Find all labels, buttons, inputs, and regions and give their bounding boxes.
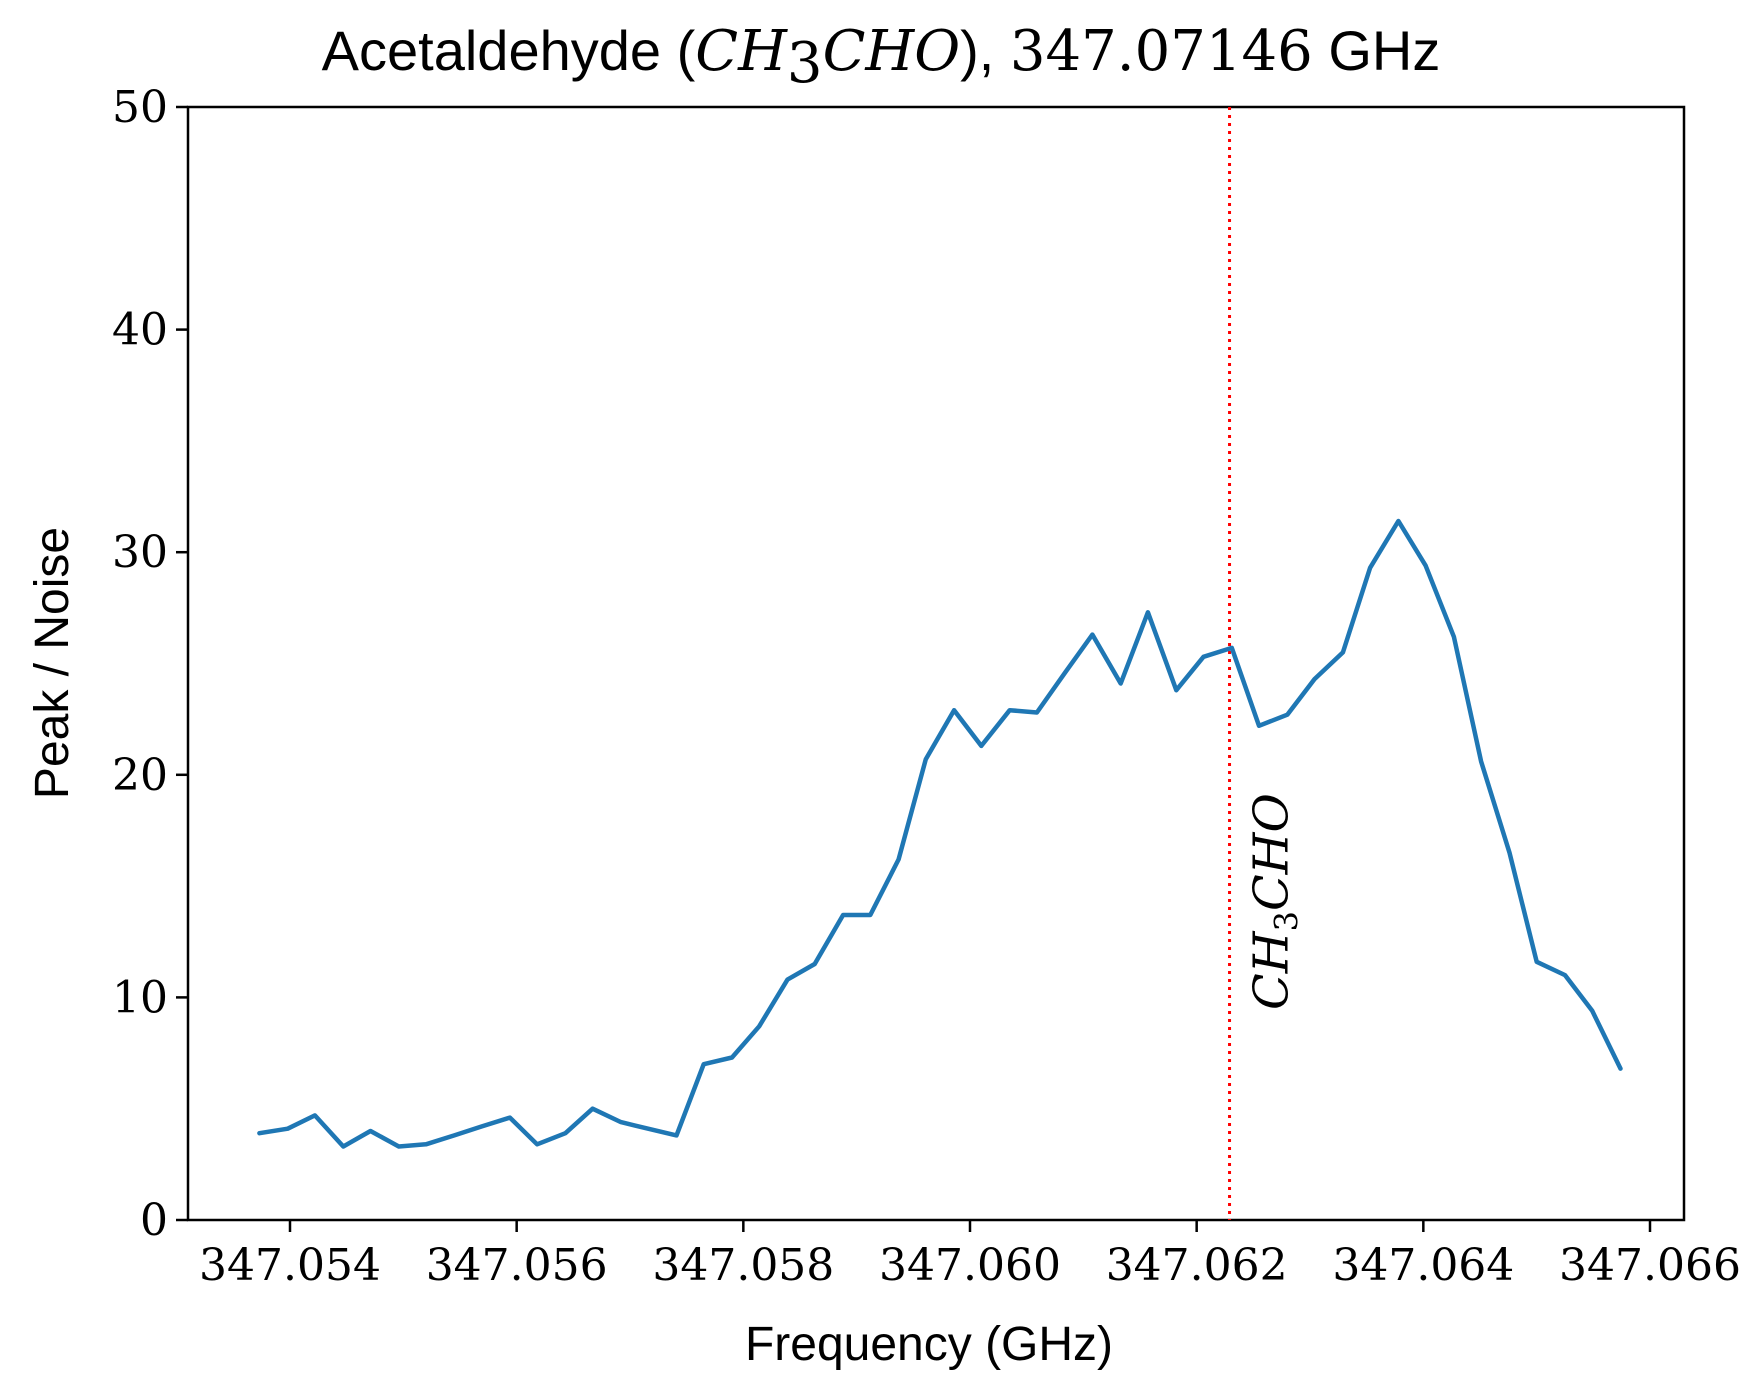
x-axis-label: Frequency (GHz) bbox=[745, 1318, 1113, 1371]
y-axis-label: Peak / Noise bbox=[26, 527, 79, 799]
series bbox=[257, 518, 1623, 1149]
title-formula-rest: CHO bbox=[823, 19, 961, 84]
x-axis: 347.054 347.056 347.058 347.060 347.062 347.0… bbox=[199, 1220, 1741, 1291]
marker-label-main: CH bbox=[1244, 930, 1300, 1010]
y-axis: 0 10 20 30 40 50 bbox=[112, 82, 188, 1246]
y-tick-label: 20 bbox=[112, 750, 168, 801]
x-tick-label: 347.060 bbox=[879, 1240, 1061, 1291]
marker-label-rest: CHO bbox=[1244, 793, 1300, 911]
title-formula-main: CH bbox=[695, 19, 788, 84]
annotations: CH3CHO bbox=[1228, 107, 1306, 1220]
y-tick-label: 40 bbox=[112, 305, 168, 356]
x-tick-label: 347.066 bbox=[1559, 1240, 1741, 1291]
marker-label-sub: 3 bbox=[1268, 911, 1306, 931]
plot-frame bbox=[186, 105, 1686, 1222]
marker-label: CH3CHO bbox=[1244, 793, 1306, 1010]
title-unit: GHz bbox=[1313, 19, 1441, 82]
title-prefix: Acetaldehyde ( bbox=[322, 19, 696, 82]
x-tick-label: 347.064 bbox=[1332, 1240, 1514, 1291]
y-tick-label: 50 bbox=[112, 82, 168, 133]
title-suffix: ), bbox=[960, 19, 1010, 82]
series-line bbox=[257, 518, 1623, 1149]
y-tick-label: 30 bbox=[112, 527, 168, 578]
x-tick-label: 347.062 bbox=[1106, 1240, 1288, 1291]
x-tick-label: 347.054 bbox=[199, 1240, 381, 1291]
title-formula-sub: 3 bbox=[787, 31, 823, 96]
x-tick-label: 347.056 bbox=[426, 1240, 608, 1291]
y-tick-label: 0 bbox=[140, 1195, 168, 1246]
chart-title: Acetaldehyde (CH3CHO), 347.07146 GHz bbox=[322, 19, 1441, 96]
y-tick-label: 10 bbox=[112, 972, 168, 1023]
title-frequency: 347.07146 bbox=[1010, 19, 1313, 84]
x-tick-label: 347.058 bbox=[652, 1240, 834, 1291]
